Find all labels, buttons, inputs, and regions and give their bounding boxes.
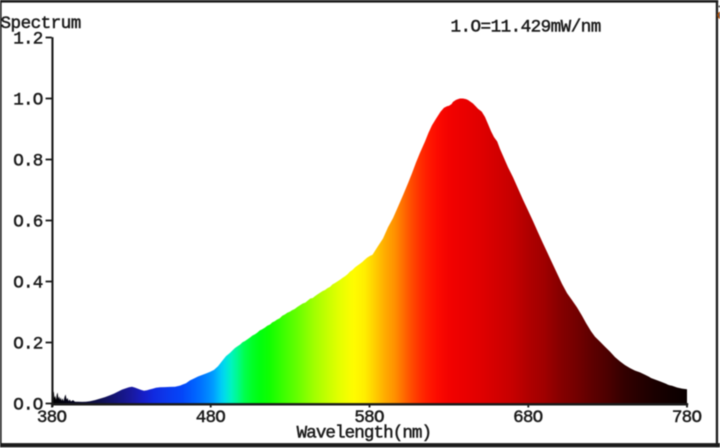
svg-text:O.4: O.4 [13,274,43,294]
svg-text:68O: 68O [513,408,543,428]
svg-text:O.6: O.6 [13,213,43,233]
svg-text:48O: 48O [196,408,226,428]
svg-text:Wavelength(nm): Wavelength(nm) [297,423,433,443]
svg-text:78O: 78O [672,408,702,428]
svg-text:58O: 58O [354,408,384,428]
svg-text:O.2: O.2 [13,335,43,355]
svg-text:O.8: O.8 [13,152,43,172]
svg-text:38O: 38O [37,408,67,428]
svg-text:Spectrum: Spectrum [1,14,82,34]
svg-text:1.O: 1.O [13,91,43,111]
svg-text:O.O: O.O [13,396,43,416]
svg-text:1.2: 1.2 [13,30,43,50]
svg-text:1.O=11.429mW/nm: 1.O=11.429mW/nm [451,18,602,38]
